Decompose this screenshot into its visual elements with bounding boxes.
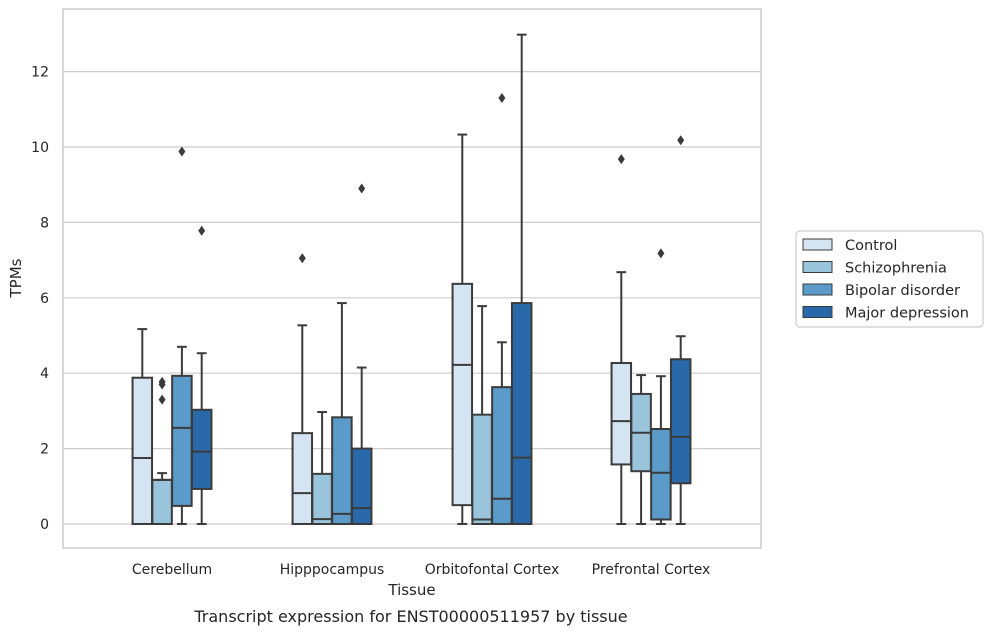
box — [131, 376, 154, 525]
box-group — [669, 135, 692, 525]
legend-swatch — [802, 238, 833, 251]
outlier-point — [158, 376, 166, 387]
x-axis-title: Tissue — [387, 581, 435, 599]
box — [350, 447, 373, 526]
box — [291, 432, 314, 526]
x-tick-label: Orbitofontal Cortex — [425, 562, 560, 578]
outlier-point — [677, 135, 685, 146]
plot-frame — [62, 8, 762, 549]
outlier-point — [498, 92, 506, 103]
box-group — [190, 225, 213, 525]
box — [190, 408, 213, 490]
box-group — [491, 92, 513, 525]
legend-swatch — [802, 261, 833, 273]
y-tick-labels: 0 2 4 6 8 10 12 — [31, 65, 49, 533]
legend-label: Major depression — [845, 306, 969, 322]
box-group — [311, 411, 333, 526]
box-group — [331, 302, 353, 525]
box — [451, 282, 474, 507]
box-group — [510, 33, 533, 525]
box — [669, 358, 692, 485]
box — [510, 302, 533, 525]
box-group — [350, 183, 373, 526]
y-tick-label: 10 — [31, 140, 49, 156]
box — [311, 472, 333, 526]
outlier-point — [617, 154, 625, 165]
box — [650, 427, 672, 521]
y-tick-label: 12 — [31, 65, 49, 81]
boxes — [131, 33, 692, 526]
box-group — [291, 253, 314, 526]
outlier-point — [298, 253, 306, 264]
box — [171, 374, 193, 507]
box — [610, 362, 633, 466]
legend-label: Bipolar disorder — [845, 283, 960, 299]
outlier-point — [657, 248, 665, 259]
y-tick-label: 2 — [40, 442, 49, 458]
box — [331, 416, 353, 525]
box-group — [630, 374, 652, 525]
box — [151, 478, 173, 525]
y-tick-label: 4 — [40, 366, 49, 382]
box-group — [151, 376, 173, 525]
legend: Control Schizophrenia Bipolar disorder Majo… — [795, 230, 984, 328]
outlier-point — [158, 394, 166, 405]
x-tick-labels: Cerebellum Hipppocampus Orbitofontal Corte… — [132, 562, 710, 578]
y-axis-title: TPMs — [7, 258, 25, 298]
box-group — [131, 328, 154, 525]
legend-swatch — [802, 306, 833, 318]
outlier-point — [358, 183, 366, 194]
chart-caption: Transcript expression for ENST0000051195… — [193, 607, 627, 626]
outlier-point — [178, 146, 186, 157]
x-tick-label: Hipppocampus — [280, 562, 385, 578]
x-tick-label: Prefrontal Cortex — [592, 562, 711, 578]
x-tick-label: Cerebellum — [132, 562, 212, 578]
legend-label: Schizophrenia — [845, 261, 947, 277]
legend-frame — [795, 230, 984, 328]
y-tick-label: 8 — [40, 215, 49, 231]
box — [471, 413, 493, 526]
y-tick-label: 0 — [40, 517, 49, 533]
box-group — [171, 146, 193, 525]
legend-label: Control — [845, 238, 897, 254]
outlier-point — [198, 225, 206, 236]
y-tick-label: 6 — [40, 291, 49, 307]
box-group — [650, 248, 672, 525]
box-group — [471, 305, 493, 526]
box-group — [451, 133, 474, 525]
legend-swatch — [802, 283, 833, 296]
box — [491, 386, 513, 525]
box-group — [610, 154, 633, 525]
